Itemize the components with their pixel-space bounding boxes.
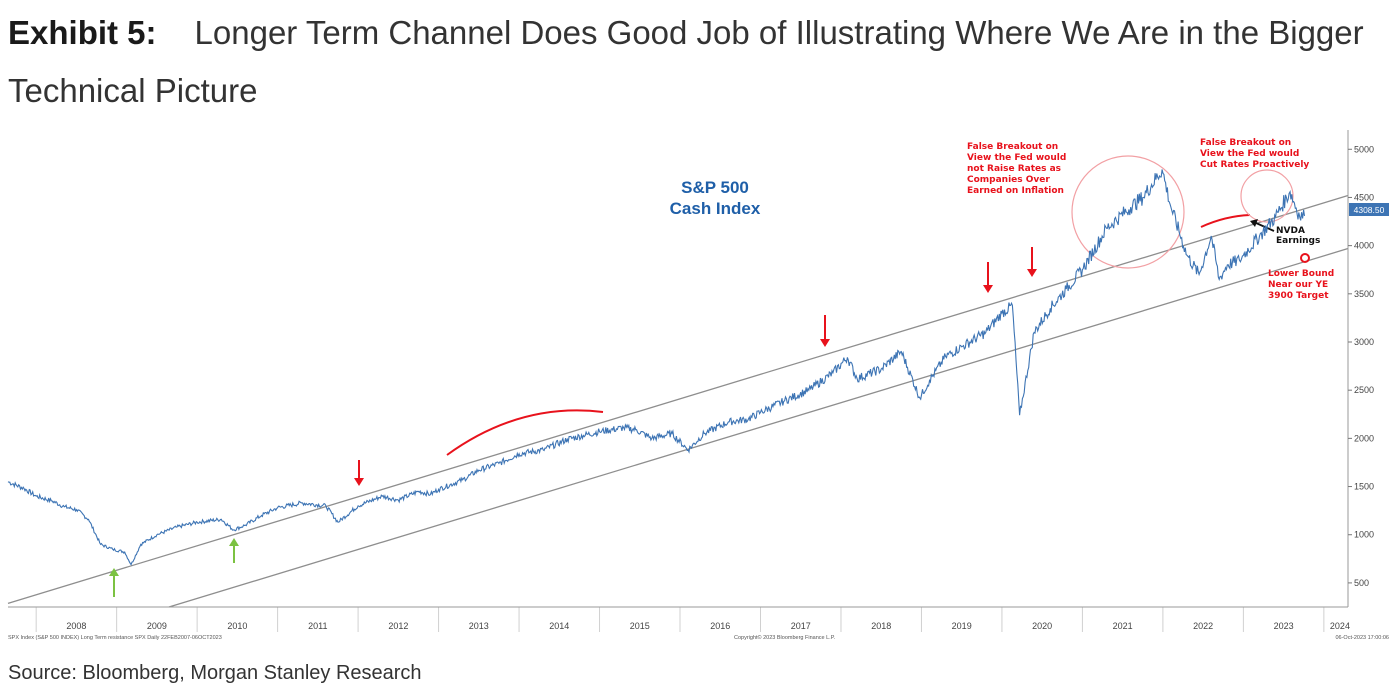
sp500-price-line (7, 169, 1306, 566)
chart-subtitle: Cash Index (670, 199, 761, 218)
footer-center: Copyright© 2023 Bloomberg Finance L.P. (734, 634, 836, 641)
annotation-fed-raise: False Breakout on View the Fed would not… (967, 142, 1066, 196)
x-tick-label: 2024 (1330, 621, 1350, 631)
sp500-chart: 2008 2009 2010 2011 2012 2013 2014 2015 2016 2017… (7, 130, 1389, 641)
annotation-lower-bound-line-2: Near our YE (1268, 280, 1328, 290)
topping-arc (446, 409, 604, 456)
exhibit-title-text: Longer Term Channel Does Good Job of Ill… (8, 14, 1364, 109)
x-tick-label: 2009 (147, 621, 167, 631)
chart-title: S&P 500 (681, 178, 749, 197)
y-tick-label: 2000 (1354, 433, 1374, 443)
x-tick-label: 2018 (871, 621, 891, 631)
y-tick-label: 3500 (1354, 289, 1374, 299)
annotation-fed-cut-line-1: False Breakout on (1200, 138, 1291, 148)
x-tick-label: 2020 (1032, 621, 1052, 631)
x-tick-label: 2008 (66, 621, 86, 631)
y-tick-label: 3000 (1354, 337, 1374, 347)
annotation-nvda-line-1: NVDA (1276, 226, 1305, 236)
annotation-fed-cut-line-2: View the Fed would (1200, 149, 1299, 159)
chart-grid (35, 607, 1325, 632)
source-note: Source: Bloomberg, Morgan Stanley Resear… (8, 662, 422, 684)
annotation-fed-raise-line-4: Companies Over (967, 175, 1050, 185)
year-end-target-marker (1300, 253, 1310, 263)
footer-right: 06-Oct-2023 17:00:06 (1335, 635, 1389, 641)
annotation-fed-raise-line-3: not Raise Rates as (967, 164, 1061, 174)
nvda-arrow-head (1250, 219, 1258, 227)
footer-left: SPX Index (S&P 500 INDEX) Long Term resi… (8, 635, 222, 641)
chart-axes: 2008 2009 2010 2011 2012 2013 2014 2015 2016 2017… (8, 130, 1374, 631)
annotation-fed-raise-line-5: Earned on Inflation (967, 186, 1064, 196)
x-tick-label: 2011 (308, 621, 327, 631)
breakout-circle-2021 (1071, 155, 1185, 269)
resistance-arc (1200, 214, 1251, 228)
channel-lower-line (168, 247, 1349, 608)
annotation-fed-raise-line-1: False Breakout on (967, 142, 1058, 152)
x-tick-label: 2019 (952, 621, 972, 631)
up-arrow-head (229, 538, 239, 546)
x-tick-label: 2016 (710, 621, 730, 631)
exhibit-title: Exhibit 5: Longer Term Channel Does Good … (8, 4, 1388, 120)
breakout-circle-2023 (1240, 169, 1294, 223)
y-tick-label: 500 (1354, 578, 1369, 588)
down-arrow-head (354, 478, 364, 486)
annotation-lower-bound: Lower Bound Near our YE 3900 Target (1268, 269, 1334, 301)
price-series (7, 169, 1306, 566)
annotation-fed-cut-line-3: Cut Rates Proactively (1200, 160, 1309, 170)
x-tick-label: 2014 (549, 621, 569, 631)
annotation-fed-raise-line-2: View the Fed would (967, 153, 1066, 163)
x-tick-label: 2023 (1274, 621, 1294, 631)
channel-lines (7, 194, 1349, 608)
down-arrow-head (820, 339, 830, 347)
annotation-lower-bound-line-1: Lower Bound (1268, 269, 1334, 279)
y-tick-label: 4000 (1354, 241, 1374, 251)
annotation-fed-cut: False Breakout on View the Fed would Cut… (1200, 138, 1309, 170)
annotation-lower-bound-line-3: 3900 Target (1268, 291, 1329, 301)
y-tick-label: 1500 (1354, 482, 1374, 492)
exhibit-label: Exhibit 5: (8, 14, 157, 51)
x-tick-label: 2012 (388, 621, 408, 631)
x-tick-label: 2013 (469, 621, 489, 631)
down-arrow-head (1027, 269, 1037, 277)
x-tick-label: 2010 (227, 621, 247, 631)
last-value-text: 4308.50 (1354, 205, 1385, 215)
down-arrow-head (983, 285, 993, 293)
y-tick-label: 1000 (1354, 530, 1374, 540)
x-tick-label: 2022 (1193, 621, 1213, 631)
x-tick-label: 2015 (630, 621, 650, 631)
channel-upper-line (7, 194, 1349, 604)
chart-annotations-shapes (109, 155, 1310, 597)
y-tick-label: 5000 (1354, 144, 1374, 154)
x-tick-label: 2021 (1113, 621, 1133, 631)
up-arrow-head (109, 568, 119, 576)
last-value-badge: 4308.50 (1349, 203, 1389, 216)
nvda-arrow-shaft (1255, 222, 1275, 232)
annotation-nvda-line-2: Earnings (1276, 236, 1320, 246)
x-tick-label: 2017 (791, 621, 811, 631)
last-value-badge-bg (1349, 203, 1389, 216)
annotation-nvda: NVDA Earnings (1276, 226, 1320, 246)
y-tick-label: 4500 (1354, 192, 1374, 202)
y-tick-label: 2500 (1354, 385, 1374, 395)
